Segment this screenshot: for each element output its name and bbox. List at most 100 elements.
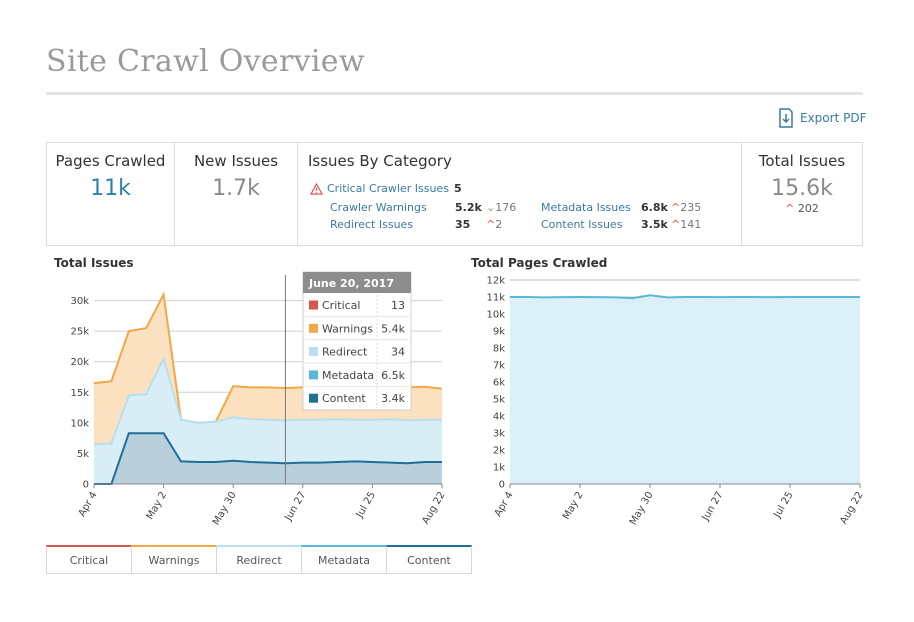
legend-metadata[interactable]: Metadata [301, 545, 387, 574]
tooltip-label: Content [322, 392, 366, 405]
crawler-warnings-value: 5.2k [455, 201, 482, 214]
title-divider [46, 92, 863, 95]
y-tick-label: 4k [493, 412, 505, 423]
pages-crawled-value: 11k [90, 176, 131, 201]
y-tick-label: 2k [493, 446, 505, 457]
x-tick-label: May 30 [628, 490, 656, 527]
tooltip-swatch-warnings [309, 323, 318, 333]
series-line-content [94, 432, 442, 485]
y-tick-label: 5k [493, 395, 505, 406]
y-tick-label: 3k [493, 429, 505, 440]
category-row: Redirect Issues 35 ^2 [330, 218, 502, 231]
tooltip-swatch-metadata [309, 370, 318, 380]
y-tick-label: 12k [486, 276, 505, 287]
y-tick-label: 7k [493, 361, 505, 372]
y-tick-label: 10k [486, 310, 505, 321]
x-tick-label: Jun 27 [283, 490, 309, 524]
category-row: Crawler Warnings 5.2k ⌄176 [330, 201, 516, 214]
arrow-up-icon: ^ [671, 218, 681, 231]
stat-new-issues: New Issues 1.7k [175, 143, 298, 245]
tooltip-date: June 20, 2017 [308, 277, 394, 290]
series-line-redirect [93, 355, 442, 446]
page-title: Site Crawl Overview [46, 44, 365, 79]
content-issues-link[interactable]: Content Issues [541, 218, 623, 231]
x-tick-label: Apr 4 [493, 490, 516, 519]
crawler-warnings-change: 176 [495, 201, 517, 214]
tooltip-value: 3.4k [381, 392, 405, 405]
metadata-issues-link[interactable]: Metadata Issues [541, 201, 631, 214]
total-issues-value: 15.6k [771, 176, 833, 201]
x-tick-label: Aug 22 [838, 490, 865, 526]
tooltip-value: 5.4k [381, 322, 405, 335]
tooltip-value: 13 [391, 299, 405, 312]
series-area-redirect [94, 358, 442, 484]
arrow-up-icon: ^ [785, 202, 795, 215]
x-tick-label: May 2 [145, 490, 170, 522]
warning-triangle-icon [310, 182, 323, 195]
tooltip-header [303, 272, 411, 293]
stats-panel: Pages Crawled 11k New Issues 1.7k Issues… [46, 142, 863, 246]
y-tick-label: 25k [70, 327, 89, 338]
tooltip: June 20, 2017 Critical 13 Warnings 5.4k Redir… [302, 271, 412, 411]
issues-by-category-label: Issues By Category [308, 152, 452, 170]
total-issues-label: Total Issues [758, 152, 846, 170]
y-tick-label: 8k [493, 344, 505, 355]
x-tick-label: May 30 [211, 490, 239, 527]
x-tick-label: Jul 25 [772, 490, 796, 521]
legend-redirect[interactable]: Redirect [216, 545, 302, 574]
crawler-warnings-link[interactable]: Crawler Warnings [330, 201, 427, 214]
tooltip-label: Metadata [322, 369, 374, 382]
y-tick-label: 0 [83, 480, 89, 491]
x-tick-label: Apr 4 [77, 490, 100, 519]
arrow-up-icon: ^ [671, 201, 681, 214]
tooltip-label: Warnings [322, 322, 373, 335]
stat-pages-crawled: Pages Crawled 11k [47, 143, 175, 245]
y-tick-label: 15k [70, 388, 89, 399]
critical-issues-value: 5 [453, 182, 462, 195]
content-issues-change: 141 [680, 218, 702, 231]
export-pdf-button[interactable]: Export PDF [778, 108, 866, 128]
y-tick-label: 6k [493, 378, 505, 389]
content-issues-value: 3.5k [641, 218, 668, 231]
series-area-content [94, 433, 442, 484]
total-issues-chart-title: Total Issues [54, 256, 134, 270]
y-tick-label: 1k [493, 463, 505, 474]
tooltip-value: 6.5k [381, 369, 405, 382]
metadata-issues-value: 6.8k [641, 201, 668, 214]
x-tick-label: Jun 27 [700, 490, 726, 524]
tooltip-box [302, 271, 412, 411]
critical-issues-row: Critical Crawler Issues 5 [310, 182, 462, 195]
y-tick-label: 30k [70, 296, 89, 307]
legend-critical[interactable]: Critical [46, 545, 132, 574]
stat-total-issues: Total Issues 15.6k ^ 202 [742, 143, 862, 245]
y-tick-label: 9k [493, 327, 505, 338]
stat-issues-by-category: Issues By Category Critical Crawler Issu… [298, 143, 742, 245]
legend-content[interactable]: Content [386, 545, 472, 574]
y-tick-label: 5k [77, 449, 89, 460]
tooltip-swatch-redirect [309, 347, 318, 357]
critical-issues-link[interactable]: Critical Crawler Issues [327, 182, 449, 195]
y-tick-label: 11k [486, 293, 505, 304]
pages-crawled-label: Pages Crawled [55, 152, 166, 170]
new-issues-value: 1.7k [212, 176, 260, 201]
x-tick-label: Aug 22 [420, 490, 447, 526]
x-tick-label: May 2 [561, 490, 586, 522]
new-issues-label: New Issues [193, 152, 279, 170]
redirect-issues-link[interactable]: Redirect Issues [330, 218, 414, 231]
redirect-issues-change: 2 [495, 218, 503, 231]
tooltip-value: 34 [391, 346, 405, 359]
arrow-up-icon: ^ [486, 218, 496, 231]
metadata-issues-change: 235 [680, 201, 702, 214]
total-pages-crawled-chart-title: Total Pages Crawled [471, 256, 608, 270]
chart-legend: Critical Warnings Redirect Metadata Cont… [46, 545, 472, 574]
y-tick-label: 20k [70, 357, 89, 368]
y-tick-label: 0 [499, 480, 505, 491]
series-line-pages [510, 294, 860, 300]
redirect-issues-value: 35 [455, 218, 471, 231]
y-tick-label: 10k [70, 418, 89, 429]
tooltip-label: Critical [322, 299, 360, 312]
pdf-download-icon [779, 108, 793, 128]
tooltip-label: Redirect [322, 346, 368, 359]
legend-warnings[interactable]: Warnings [131, 545, 217, 574]
